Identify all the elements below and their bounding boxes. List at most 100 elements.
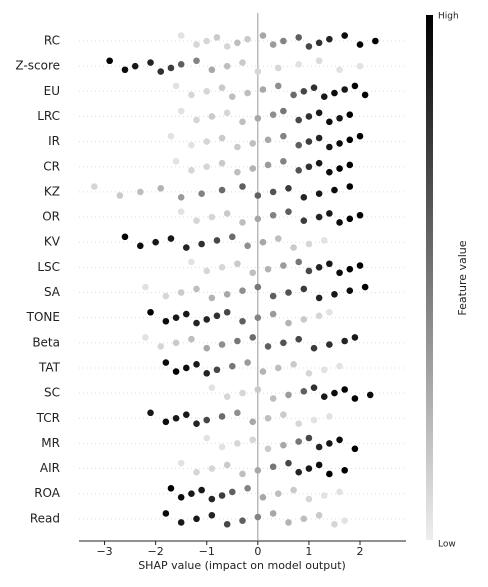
dot — [305, 163, 313, 171]
dot — [218, 264, 226, 271]
dot — [341, 86, 348, 93]
dot — [162, 292, 170, 300]
dot — [315, 213, 323, 221]
dot — [106, 57, 113, 65]
dot — [331, 186, 338, 194]
dot — [203, 416, 211, 424]
dot — [361, 91, 369, 99]
feature-label: KV — [44, 235, 61, 249]
dot — [295, 335, 303, 343]
dot — [285, 289, 292, 296]
dot — [203, 370, 211, 377]
dot — [326, 413, 333, 420]
dot — [188, 490, 195, 498]
dot — [305, 267, 313, 275]
dot — [295, 141, 303, 149]
dot — [269, 292, 277, 300]
dot — [203, 138, 211, 145]
dot — [356, 262, 364, 269]
feature-label: Read — [30, 511, 60, 525]
dot — [177, 61, 185, 68]
dot — [280, 411, 287, 418]
dot — [326, 168, 333, 176]
dot — [315, 190, 323, 197]
dot — [223, 308, 231, 316]
dot — [234, 143, 241, 151]
feature-label: KZ — [44, 184, 60, 198]
dot — [280, 262, 287, 269]
dot — [305, 370, 313, 377]
dot — [188, 91, 195, 99]
dot — [244, 89, 251, 97]
dot — [315, 109, 323, 117]
dot — [336, 436, 343, 444]
x-tick-label: −1 — [199, 545, 215, 558]
dot — [254, 215, 262, 223]
dot — [361, 283, 369, 291]
dot — [315, 159, 323, 167]
dot — [346, 215, 354, 223]
dot — [320, 492, 328, 499]
dot — [162, 317, 170, 325]
dot — [228, 488, 236, 496]
dot — [152, 238, 159, 246]
dot — [172, 314, 180, 321]
dot — [239, 219, 246, 226]
dot — [280, 132, 287, 140]
dot — [193, 57, 200, 65]
dot — [223, 520, 231, 528]
dot — [315, 443, 323, 451]
dot — [167, 132, 175, 140]
dot — [177, 32, 185, 39]
dot — [188, 335, 195, 343]
dot — [188, 167, 195, 174]
dot — [300, 316, 308, 323]
dot — [208, 113, 216, 120]
dot — [193, 361, 200, 368]
dot — [290, 91, 297, 99]
dot — [285, 519, 292, 526]
feature-label: TAT — [38, 360, 61, 374]
x-tick-label: −3 — [96, 545, 112, 558]
dot — [326, 35, 333, 43]
dot — [285, 391, 292, 399]
dot — [274, 235, 282, 242]
dot — [218, 186, 226, 194]
dot — [193, 515, 200, 523]
dot — [254, 114, 262, 122]
dot — [295, 258, 303, 266]
dot — [326, 118, 333, 126]
dot — [203, 88, 211, 95]
dot — [254, 467, 262, 474]
dot — [264, 445, 272, 453]
feature-label: EU — [44, 84, 60, 98]
dot — [162, 510, 170, 517]
colorbar-high: High — [438, 12, 459, 22]
dot — [336, 269, 343, 277]
dot — [356, 62, 364, 70]
dot — [182, 310, 190, 318]
dot — [280, 339, 287, 347]
dot — [193, 420, 200, 427]
dot — [326, 260, 333, 268]
dot — [336, 488, 343, 496]
dot — [177, 208, 185, 215]
dot — [264, 265, 272, 273]
dot — [239, 287, 246, 295]
dot — [336, 362, 343, 370]
dot — [320, 237, 328, 244]
dot — [341, 337, 348, 345]
dot — [305, 138, 313, 145]
dot — [254, 314, 262, 321]
dot — [280, 37, 287, 45]
x-tick-label: −2 — [148, 545, 164, 558]
dot — [234, 39, 241, 47]
dot — [305, 495, 313, 503]
dot — [290, 361, 297, 368]
dot — [137, 242, 144, 250]
dot — [239, 317, 246, 325]
dot — [198, 240, 205, 248]
dot — [244, 242, 251, 250]
dot — [254, 283, 262, 291]
dot — [239, 389, 246, 397]
